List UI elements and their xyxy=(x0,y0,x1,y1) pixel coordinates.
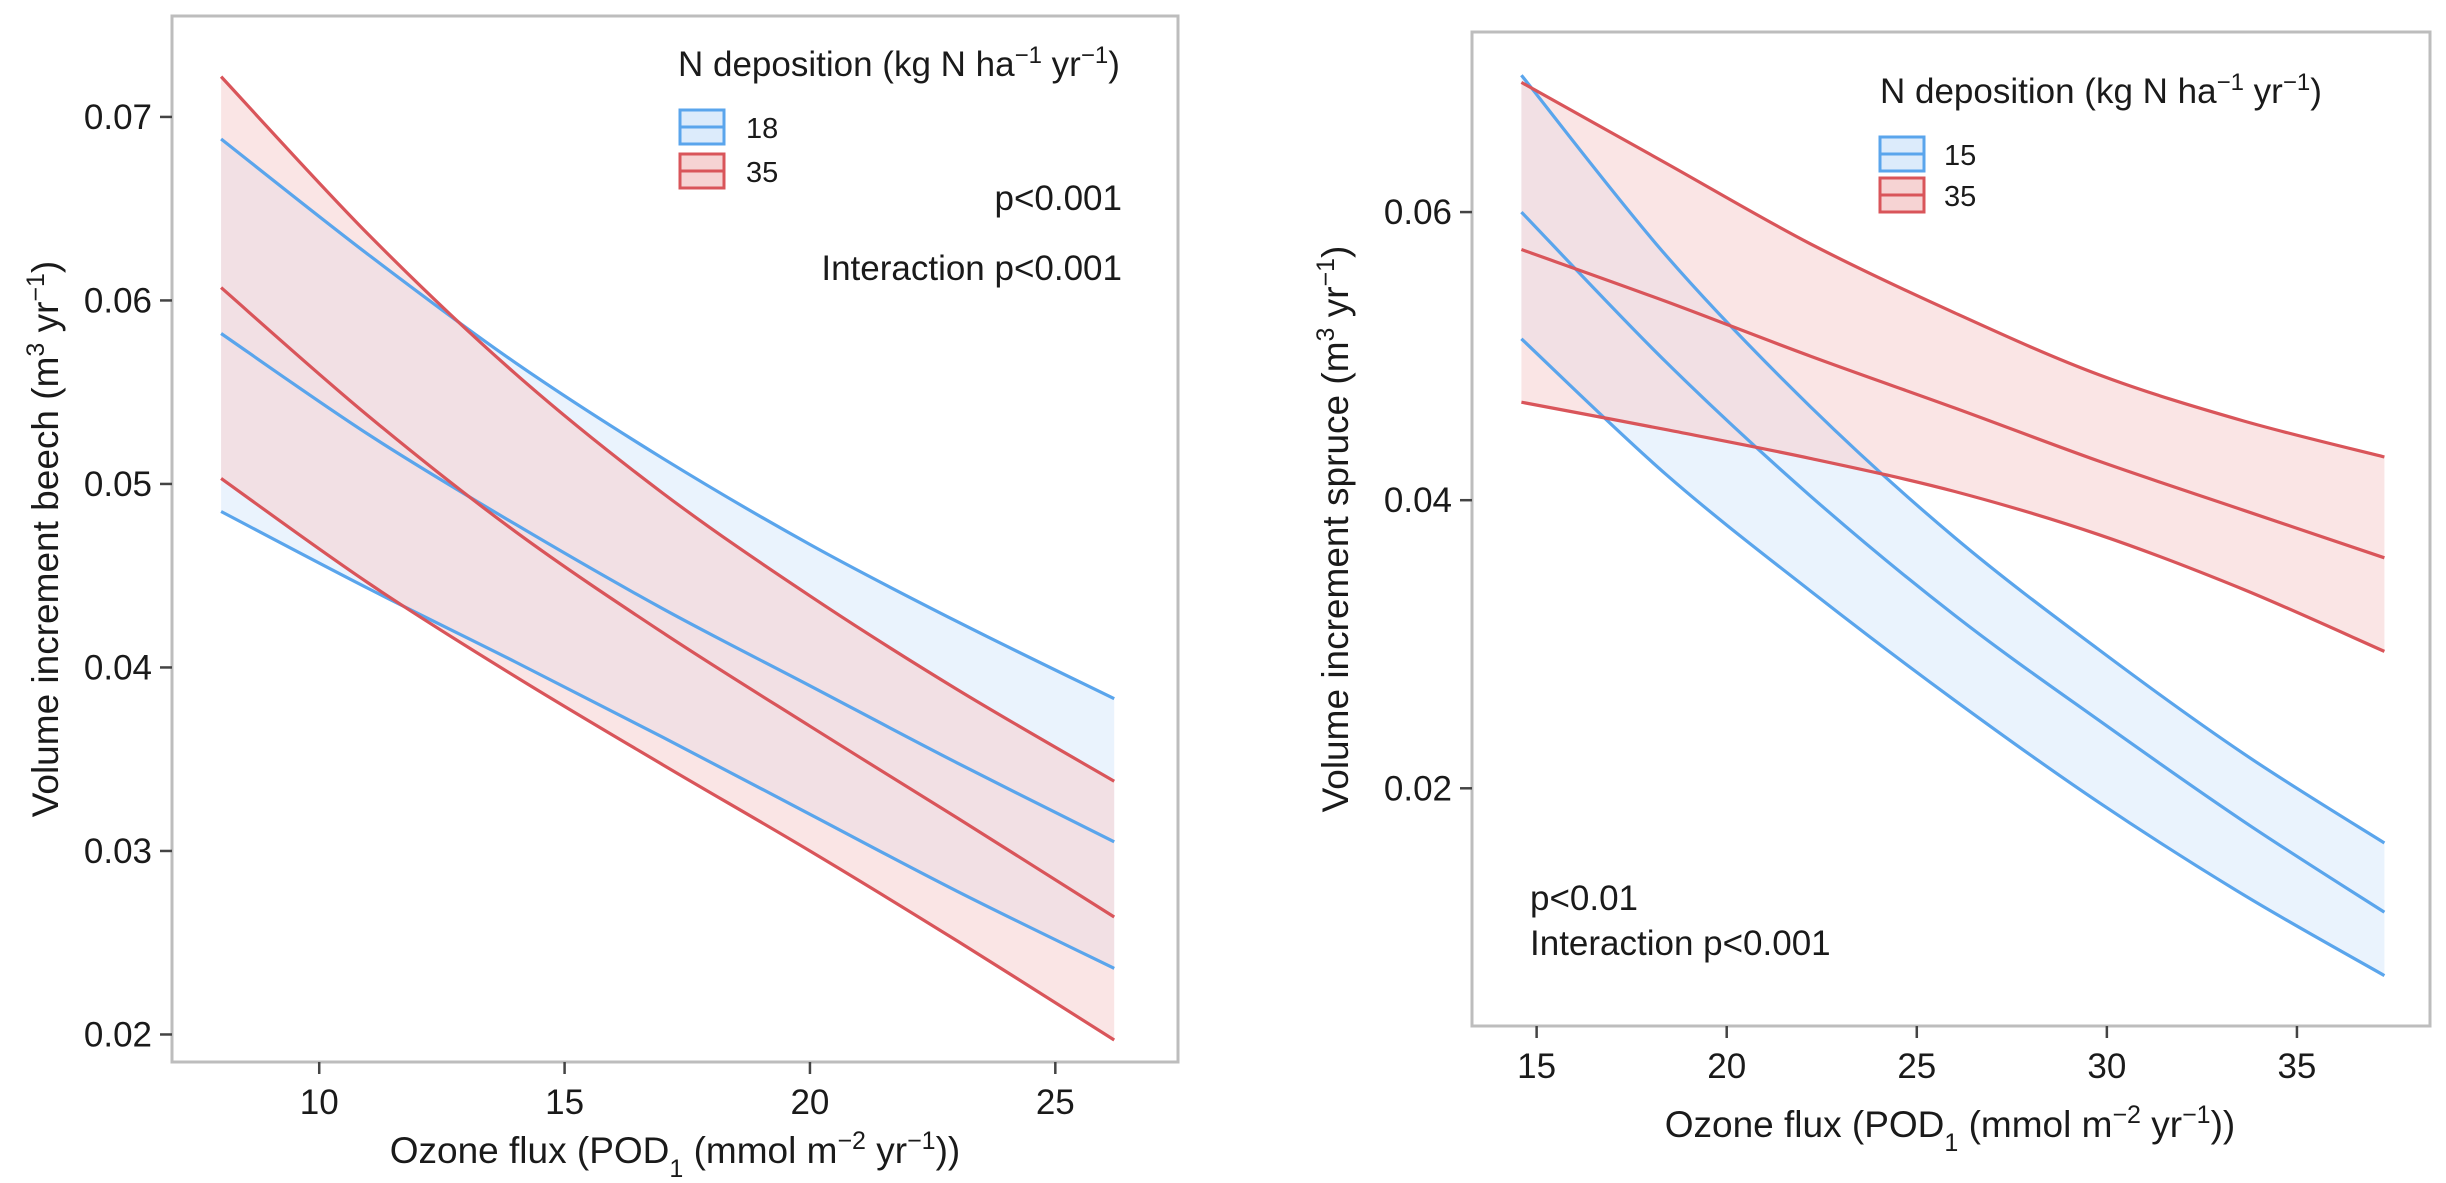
beech-x-tick-label: 25 xyxy=(1036,1083,1075,1122)
beech-fit-line-18 xyxy=(220,332,1115,844)
spruce-fit-line-15 xyxy=(1520,210,2386,914)
spruce-x-tick-label: 25 xyxy=(1897,1047,1936,1086)
spruce-x-tick-label: 20 xyxy=(1707,1047,1746,1086)
spruce-interaction-p-value: Interaction p<0.001 xyxy=(1530,924,1831,963)
spruce-x-tick-label: 35 xyxy=(2277,1047,2316,1086)
beech-y-tick-label: 0.06 xyxy=(84,281,152,320)
spruce-legend-title: N deposition (kg N ha−1 yr−1) xyxy=(1880,69,2322,112)
beech-legend-item-18: 18 xyxy=(678,108,778,146)
beech-panel: 0.02 0.03 0.04 0.05 0.06 0.07 10 15 20 25 Volume… xyxy=(22,14,1180,1183)
spruce-legend: N deposition (kg N ha−1 yr−1) 15 35 xyxy=(1878,69,2322,214)
spruce-x-tick-label: 30 xyxy=(2087,1047,2126,1086)
beech-y-tick-label: 0.05 xyxy=(84,465,152,504)
spruce-y-tick-label: 0.06 xyxy=(1384,193,1452,232)
beech-upper-line-18 xyxy=(220,137,1115,701)
spruce-y-axis: 0.02 0.04 0.06 xyxy=(1384,193,1472,808)
beech-y-tick-label: 0.03 xyxy=(84,832,152,871)
beech-lower-line-35 xyxy=(220,477,1116,1042)
legend-label: 35 xyxy=(1944,181,1976,213)
spruce-x-tick-label: 15 xyxy=(1517,1047,1556,1086)
spruce-upper-line-15 xyxy=(1520,74,2386,845)
beech-legend-title: N deposition (kg N ha−1 yr−1) xyxy=(678,42,1120,85)
legend-label: 15 xyxy=(1944,140,1976,172)
spruce-ci-band-35 xyxy=(1521,82,2385,652)
beech-ci-bands xyxy=(221,76,1115,1041)
spruce-lower-line-15 xyxy=(1520,337,2386,977)
spruce-lower-line-35 xyxy=(1521,400,2386,653)
spruce-legend-item-35: 35 xyxy=(1878,176,1976,214)
beech-x-tick-label: 20 xyxy=(790,1083,829,1122)
beech-series-lines xyxy=(219,75,1116,1042)
beech-x-axis-title: Ozone flux (POD1 (mmol m−2 yr−1)) xyxy=(390,1127,961,1183)
spruce-y-tick-label: 0.02 xyxy=(1384,769,1452,808)
beech-y-tick-label: 0.02 xyxy=(84,1015,152,1054)
spruce-legend-item-15: 15 xyxy=(1878,135,1976,173)
spruce-ci-bands xyxy=(1521,75,2385,976)
beech-ci-band-35 xyxy=(221,76,1115,1041)
spruce-x-axis: 15 20 25 30 35 xyxy=(1517,1026,2316,1086)
beech-plot-border xyxy=(170,14,1180,1064)
spruce-upper-line-35 xyxy=(1520,81,2385,459)
legend-label: 18 xyxy=(746,113,778,145)
beech-p-value: p<0.001 xyxy=(995,179,1123,218)
beech-x-axis: 10 15 20 25 xyxy=(300,1062,1075,1122)
spruce-panel: 0.02 0.04 0.06 15 20 25 30 35 Volume increment… xyxy=(1312,30,2432,1157)
spruce-plot-border xyxy=(1470,30,2432,1028)
beech-fit-line-35 xyxy=(220,286,1116,919)
spruce-y-tick-label: 0.04 xyxy=(1384,481,1452,520)
spruce-ci-band-15 xyxy=(1521,75,2385,976)
beech-y-tick-label: 0.07 xyxy=(84,98,152,137)
beech-y-axis-title: Volume increment beech (m3 yr−1) xyxy=(22,261,66,818)
beech-legend: N deposition (kg N ha−1 yr−1) 18 35 xyxy=(678,42,1120,190)
beech-lower-line-18 xyxy=(220,510,1115,970)
beech-x-tick-label: 10 xyxy=(300,1083,339,1122)
beech-x-tick-label: 15 xyxy=(545,1083,584,1122)
beech-y-axis: 0.02 0.03 0.04 0.05 0.06 0.07 xyxy=(84,98,172,1054)
spruce-fit-line-35 xyxy=(1520,247,2385,560)
beech-upper-line-35 xyxy=(219,75,1116,783)
spruce-y-axis-title: Volume increment spruce (m3 yr−1) xyxy=(1312,246,1356,813)
spruce-series-lines xyxy=(1520,74,2386,977)
spruce-p-value: p<0.01 xyxy=(1530,879,1638,918)
beech-legend-item-35: 35 xyxy=(678,152,778,190)
legend-label: 35 xyxy=(746,157,778,189)
beech-y-tick-label: 0.04 xyxy=(84,648,152,687)
spruce-x-axis-title: Ozone flux (POD1 (mmol m−2 yr−1)) xyxy=(1665,1101,2236,1157)
beech-interaction-p-value: Interaction p<0.001 xyxy=(821,249,1122,288)
